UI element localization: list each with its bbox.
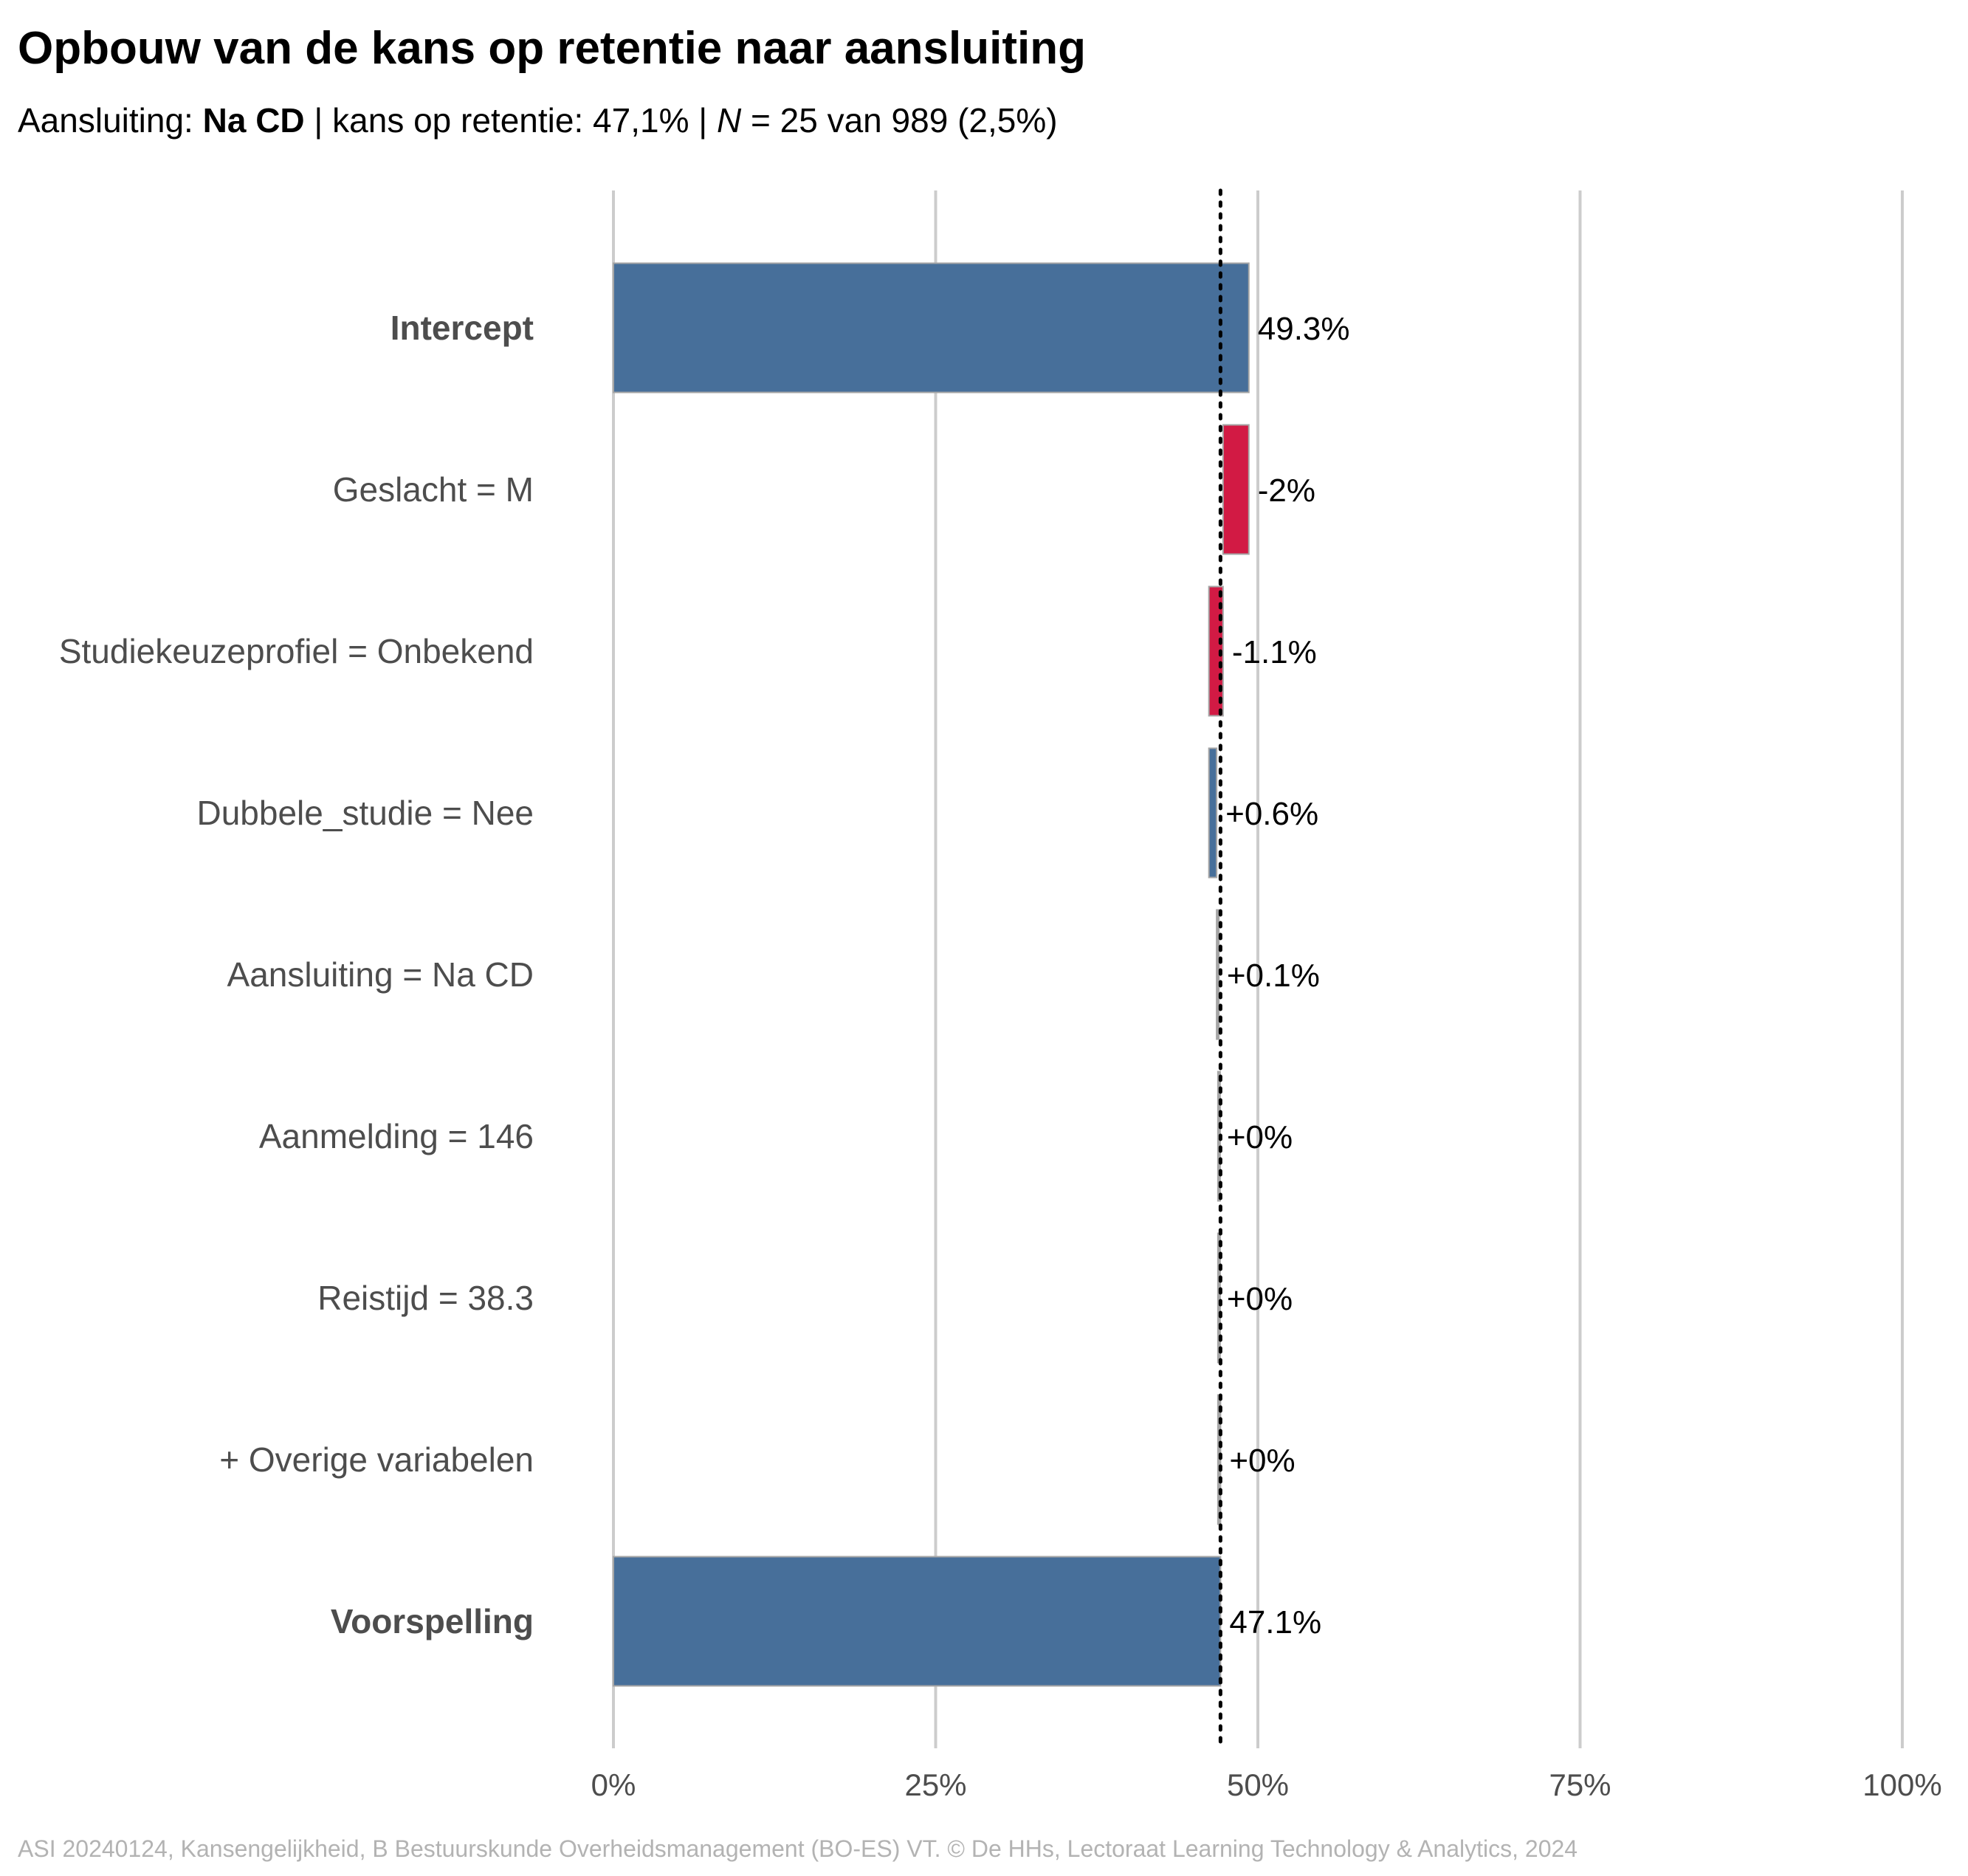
value-label-4: +0.1% <box>1227 958 1320 994</box>
subtitle-prefix: Aansluiting: <box>18 101 203 140</box>
value-label-3: +0.6% <box>1225 796 1318 832</box>
subtitle-n-symbol: N <box>716 101 742 140</box>
bar-1 <box>1222 424 1250 555</box>
bars-layer <box>613 262 1250 1687</box>
x-tick-label-3: 75% <box>1549 1767 1611 1802</box>
subtitle-group: Na CD <box>202 101 305 140</box>
category-label-1: Geslacht = M <box>333 470 534 509</box>
category-label-3: Dubbele_studie = Nee <box>197 794 534 832</box>
subtitle-middle: | kans op retentie: 47,1% | <box>304 101 717 140</box>
chart-subtitle: Aansluiting: Na CD | kans op retentie: 4… <box>18 100 1058 140</box>
value-label-8: 47.1% <box>1229 1604 1321 1640</box>
category-label-4: Aansluiting = Na CD <box>227 955 534 994</box>
bar-4 <box>1216 909 1220 1040</box>
category-label-6: Reistijd = 38.3 <box>317 1279 534 1317</box>
x-axis-ticks: 0% 25% 50% 75% 100% <box>591 1767 1942 1802</box>
value-label-6: +0% <box>1227 1281 1293 1317</box>
bar-8 <box>613 1556 1222 1687</box>
x-tick-label-4: 100% <box>1862 1767 1941 1802</box>
subtitle-suffix: = 25 van 989 (2,5%) <box>741 101 1058 140</box>
x-tick-label-1: 25% <box>904 1767 966 1802</box>
category-label-5: Aanmelding = 146 <box>259 1117 534 1155</box>
category-label-0: Intercept <box>390 309 534 347</box>
value-label-1: -2% <box>1258 473 1315 509</box>
category-label-8: Voorspelling <box>331 1602 534 1640</box>
bar-0 <box>613 262 1250 394</box>
bar-3 <box>1208 747 1218 879</box>
grid-layer <box>612 190 1904 1748</box>
category-label-7: + Overige variabelen <box>219 1440 534 1479</box>
chart-caption: ASI 20240124, Kansengelijkheid, B Bestuu… <box>18 1835 1578 1862</box>
labels-layer: Intercept 49.3% Geslacht = M -2% Studiekeuze… <box>59 309 1350 1640</box>
x-tick-label-2: 50% <box>1227 1767 1289 1802</box>
value-label-7: +0% <box>1229 1443 1295 1479</box>
category-label-2: Studiekeuzeprofiel = Onbekend <box>59 632 534 670</box>
chart-title: Opbouw van de kans op retentie naar aans… <box>18 23 1086 74</box>
value-label-2: -1.1% <box>1232 634 1317 670</box>
x-tick-label-0: 0% <box>591 1767 636 1802</box>
value-label-5: +0% <box>1227 1119 1293 1155</box>
value-label-0: 49.3% <box>1258 311 1350 347</box>
waterfall-chart: Intercept 49.3% Geslacht = M -2% Studiekeuze… <box>59 188 1942 1802</box>
